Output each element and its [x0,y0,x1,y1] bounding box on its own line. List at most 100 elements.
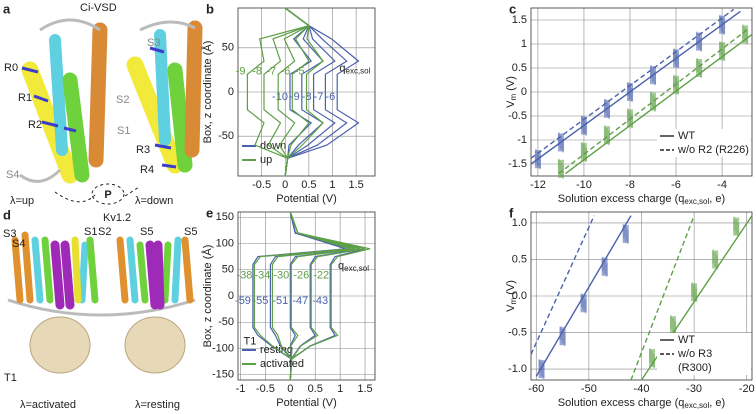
charge-label: -9 [290,91,300,103]
x-axis-label-tail: , e) [709,193,725,205]
plot-frame [530,7,753,177]
segment-label: S5 [184,226,197,238]
potential-profile [284,7,324,177]
data-cluster [719,42,726,61]
x-tick-label: -1 [236,383,246,395]
legend-label: activated [260,358,304,370]
domain-label: T1 [4,372,17,384]
fit-line [530,8,734,159]
y-tick-label: -50 [218,130,234,142]
charge-label: -34 [254,270,270,282]
potential-profile [284,7,324,177]
y-axis-label-sub: m [509,298,518,305]
residue-label: R3 [136,144,150,156]
y-axis-label: Box, z coordinate (Å) [201,245,214,348]
segment-label: S4 [12,238,25,250]
legend-bg [657,347,751,375]
potential-profile [284,7,336,177]
annotation: qexc,sol [339,62,370,75]
charge-label: -9 [236,66,246,78]
potential-profile [253,211,351,381]
charge-label: -51 [272,295,288,307]
data-cluster [670,316,677,335]
panel-label: f [509,205,514,220]
charge-label: -8 [252,66,262,78]
charge-label: -55 [252,295,268,307]
x-tick-label: -8 [625,179,635,191]
x-axis-label-main: Solution excess charge (q [558,397,685,409]
x-tick-label: 0.5 [301,179,316,191]
x-tick-label: 1.5 [348,179,363,191]
charge-label: -59 [235,295,251,307]
x-tick-label: 0 [287,383,293,395]
segment-label: S3 [147,37,160,49]
residue-label: R4 [140,164,154,176]
x-tick-label: 0.5 [308,383,323,395]
segment-label: S2 [116,94,129,106]
y-tick-label: 0 [228,86,234,98]
residue-label: R1 [18,92,32,104]
x-axis-label-sub: exc,sol [684,401,709,410]
segment-label: S2 [98,226,111,238]
data-cluster [649,349,656,368]
annotation-sub: exc,sol [344,264,369,273]
plot-frame [237,7,376,177]
annotation: T1 [243,335,256,347]
segment-label: S1 [117,125,130,137]
legend-label: WT [678,334,695,346]
fit-line [530,10,741,165]
y-tick-label: 50 [222,42,234,54]
y-tick-label: -1.5 [508,158,527,170]
charge-label: -10 [272,91,288,103]
data-cluster [742,25,749,44]
y-tick-label: -1.0 [508,363,527,375]
y-tick-label: -0.5 [508,110,527,122]
x-tick-label: 1 [337,383,343,395]
charge-label: -30 [273,270,289,282]
structure-title: Ci-VSD [80,2,117,14]
charge-label: -7 [314,91,324,103]
y-tick-label: 50 [222,264,234,276]
state-label: λ=down [135,195,173,207]
fit-line [530,215,595,355]
y-tick-label: 1 [521,38,527,50]
y-tick-label: 0 [228,290,234,302]
x-tick-label: -20 [739,383,755,395]
charge-label: -38 [237,270,253,282]
potential-profile [246,7,311,177]
potential-profile [284,7,360,177]
legend-bg [657,333,751,347]
data-cluster [691,283,698,302]
x-axis-label: Potential (V) [276,397,337,409]
legend-label: w/o R3 [677,348,712,360]
potential-profile [289,211,361,381]
potential-profile [284,7,310,177]
x-tick-label: -30 [686,383,702,395]
plot-frame [237,211,376,381]
panel-label: b [206,1,214,16]
legend-label: WT [678,130,695,142]
x-tick-label: 0 [282,179,288,191]
y-axis-label-tail: (V) [505,76,517,94]
fit-line [630,215,695,381]
charge-label: -26 [293,270,309,282]
x-axis-label: Solution excess charge (qexc,sol, e) [558,397,725,410]
annotation-main: q [339,62,345,74]
x-axis-label: Potential (V) [276,193,337,205]
x-axis-label-sub: exc,sol [684,197,709,206]
segment-label: S3 [3,228,16,240]
x-axis-label: Solution excess charge (qexc,sol, e) [558,193,725,206]
y-tick-label: -100 [212,342,234,354]
data-cluster [601,257,608,276]
panel-label: d [3,207,11,222]
annotation: qexc,sol [338,260,369,273]
x-tick-label: -0.5 [252,179,271,191]
residue-label: R0 [4,62,18,74]
x-axis-label-main: Solution excess charge (q [558,193,685,205]
y-tick-label: 0.5 [512,62,527,74]
panel-label: c [509,1,516,16]
charge-label: -6 [325,91,335,103]
y-tick-label: 0.5 [512,253,527,265]
data-cluster [712,250,719,269]
charge-label: -22 [313,270,329,282]
